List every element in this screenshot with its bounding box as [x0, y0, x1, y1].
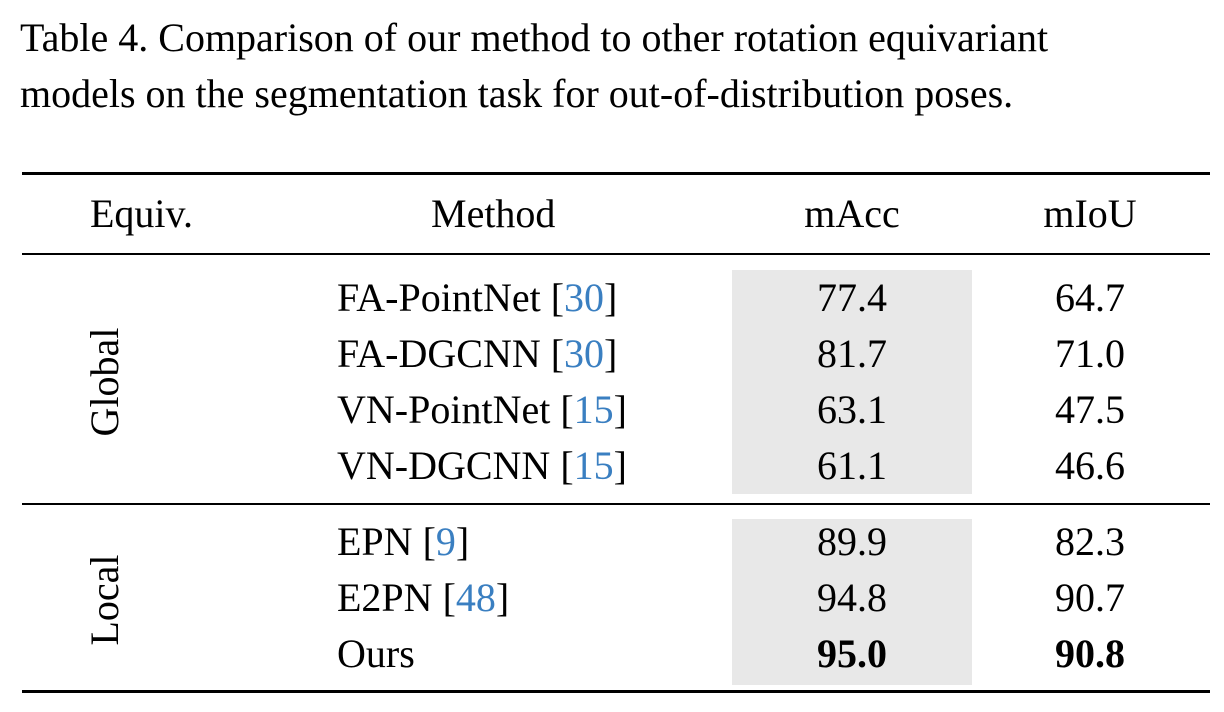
macc-value: 77.4	[817, 275, 887, 320]
header-miou: mIoU	[1043, 191, 1137, 236]
miou-value: 90.7	[1055, 575, 1125, 620]
macc-value: 95.0	[817, 631, 887, 676]
citation-open-bracket: [	[550, 275, 565, 320]
citation-link[interactable]: 48	[455, 575, 496, 620]
citation-open-bracket: [	[550, 331, 565, 376]
macc-value: 94.8	[817, 575, 887, 620]
method-cell: E2PN [48]	[337, 570, 509, 626]
citation-close-bracket: ]	[604, 275, 618, 320]
citation-link[interactable]: 15	[573, 443, 614, 488]
table-top-rule	[22, 172, 1210, 175]
method-cell: EPN [9]	[337, 514, 469, 570]
method-name: VN-DGCNN	[337, 443, 561, 488]
method-cell: Ours	[337, 626, 415, 682]
header-method: Method	[431, 191, 556, 236]
header-macc: mAcc	[804, 191, 900, 236]
method-cell: VN-DGCNN [15]	[337, 438, 627, 494]
citation-open-bracket: [	[442, 575, 456, 620]
header-equiv: Equiv.	[90, 191, 193, 236]
macc-value: 81.7	[817, 331, 887, 376]
miou-value: 71.0	[1055, 331, 1125, 376]
citation-link[interactable]: 30	[564, 275, 605, 320]
header-rule	[22, 253, 1210, 255]
method-name: Ours	[337, 631, 415, 676]
method-name: FA-PointNet	[337, 275, 551, 320]
miou-value: 82.3	[1055, 519, 1125, 564]
macc-value: 89.9	[817, 519, 887, 564]
citation-open-bracket: [	[422, 519, 436, 564]
table-bottom-rule	[22, 690, 1210, 693]
group-label-global: Global	[82, 327, 127, 437]
macc-value: 63.1	[817, 387, 887, 432]
miou-value: 64.7	[1055, 275, 1125, 320]
method-cell: VN-PointNet [15]	[337, 382, 627, 438]
citation-link[interactable]: 30	[564, 331, 605, 376]
citation-open-bracket: [	[560, 443, 574, 488]
citation-close-bracket: ]	[604, 331, 618, 376]
citation-close-bracket: ]	[613, 387, 627, 432]
miou-value: 47.5	[1055, 387, 1125, 432]
method-name: FA-DGCNN	[337, 331, 551, 376]
citation-close-bracket: ]	[495, 575, 510, 620]
citation-open-bracket: [	[560, 387, 574, 432]
method-name: EPN	[337, 519, 423, 564]
method-name: VN-PointNet	[337, 387, 561, 432]
caption-line-1: Table 4. Comparison of our method to oth…	[20, 15, 1049, 60]
citation-close-bracket: ]	[455, 519, 470, 564]
citation-link[interactable]: 9	[435, 519, 456, 564]
method-cell: FA-DGCNN [30]	[337, 326, 617, 382]
citation-link[interactable]: 15	[573, 387, 614, 432]
macc-value: 61.1	[817, 443, 887, 488]
group-label-local: Local	[82, 554, 127, 646]
citation-close-bracket: ]	[613, 443, 627, 488]
miou-value: 46.6	[1055, 443, 1125, 488]
macc-highlight-global	[732, 270, 972, 494]
macc-highlight-local	[732, 519, 972, 685]
table-caption: Table 4. Comparison of our method to oth…	[20, 10, 1220, 122]
group-separator-rule	[22, 503, 1210, 505]
caption-line-2: models on the segmentation task for out-…	[20, 71, 1014, 116]
method-cell: FA-PointNet [30]	[337, 270, 617, 326]
miou-value: 90.8	[1055, 631, 1125, 676]
method-name: E2PN	[337, 575, 443, 620]
